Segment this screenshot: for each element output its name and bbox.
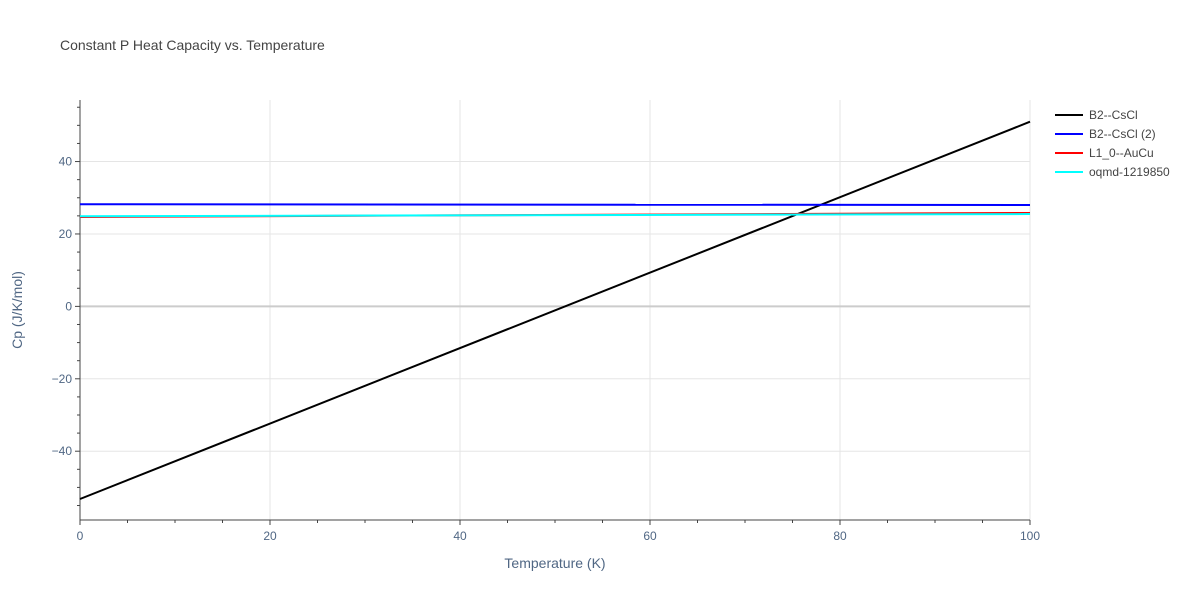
- legend-item[interactable]: oqmd-1219850: [1055, 165, 1170, 179]
- y-tick-label: −20: [52, 372, 73, 386]
- y-tick-label: −40: [52, 444, 73, 458]
- legend-label: L1_0--AuCu: [1089, 146, 1154, 160]
- x-tick-label: 80: [833, 529, 847, 543]
- x-tick-label: 40: [453, 529, 467, 543]
- series-line: [79, 120, 1031, 500]
- legend-label: B2--CsCl: [1089, 108, 1138, 122]
- y-axis-title: Cp (J/K/mol): [9, 271, 25, 349]
- x-axis-title: Temperature (K): [504, 555, 605, 571]
- legend-item[interactable]: B2--CsCl (2): [1055, 127, 1156, 141]
- x-tick-label: 20: [263, 529, 277, 543]
- legend-item[interactable]: L1_0--AuCu: [1055, 146, 1154, 160]
- x-tick-label: 0: [77, 529, 84, 543]
- legend-label: B2--CsCl (2): [1089, 127, 1156, 141]
- legend[interactable]: B2--CsCl B2--CsCl (2) L1_0--AuCu oqmd-12198…: [1055, 108, 1170, 179]
- axes: 0 20 40 60 80 100 −40 −20 0 20 40: [52, 100, 1040, 543]
- x-tick-label: 100: [1020, 529, 1040, 543]
- grid: [80, 100, 1031, 520]
- legend-label: oqmd-1219850: [1089, 165, 1170, 179]
- chart-title: Constant P Heat Capacity vs. Temperature: [60, 37, 325, 53]
- series-lines: [79, 120, 1031, 500]
- series-line: [79, 213, 1031, 218]
- x-tick-label: 60: [643, 529, 657, 543]
- legend-item[interactable]: B2--CsCl: [1055, 108, 1138, 122]
- y-tick-label: 20: [59, 227, 73, 241]
- y-tick-label: 0: [65, 299, 72, 313]
- series-line: [79, 203, 1031, 206]
- y-tick-label: 40: [59, 155, 73, 169]
